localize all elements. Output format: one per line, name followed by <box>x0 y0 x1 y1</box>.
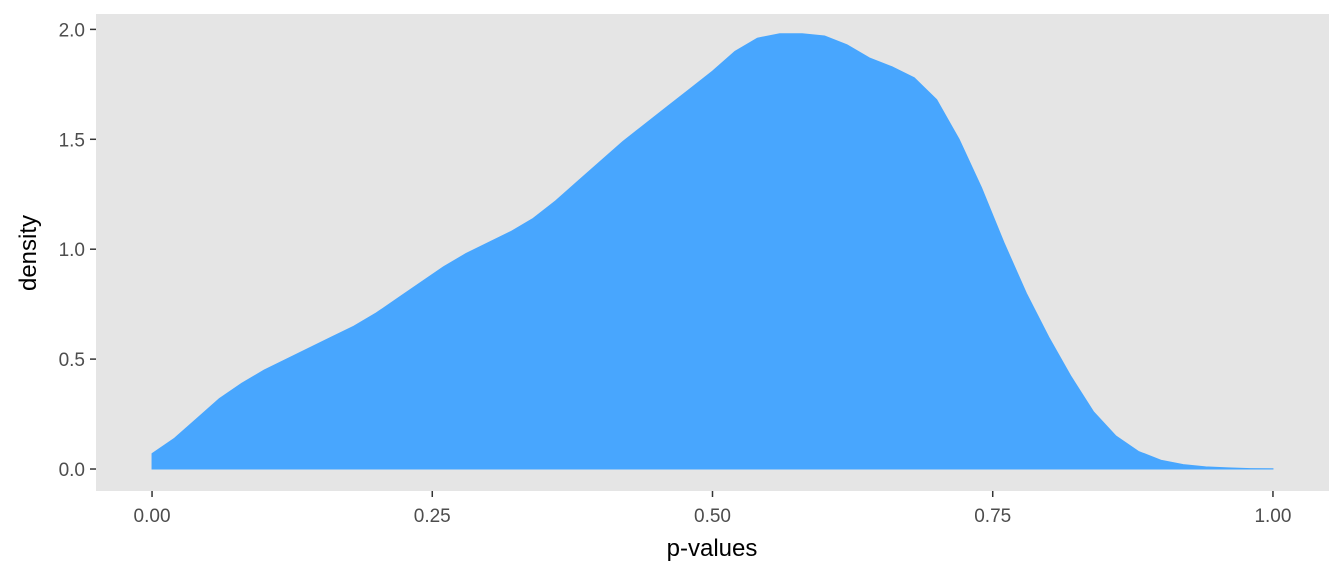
x-tick-label: 0.00 <box>134 506 171 527</box>
y-tick-label: 0.5 <box>59 350 85 371</box>
x-axis-title: p-values <box>667 535 758 562</box>
density-area-group <box>151 33 1274 470</box>
y-tick-label: 0.0 <box>59 460 85 481</box>
density-area-0 <box>151 33 1274 470</box>
y-tick-label: 1.0 <box>59 240 85 261</box>
x-tick-label: 0.25 <box>414 506 451 527</box>
y-tick-label: 1.5 <box>59 130 85 151</box>
x-tick-label: 0.50 <box>694 506 731 527</box>
y-tick-label: 2.0 <box>59 20 85 41</box>
x-tick-label: 1.00 <box>1254 506 1291 527</box>
x-axis: 0.00 0.25 0.50 0.75 1.00 <box>134 491 1291 527</box>
y-axis-title: density <box>15 215 42 291</box>
x-tick-label: 0.75 <box>974 506 1011 527</box>
y-axis: 0.0 0.5 1.0 1.5 2.0 <box>59 20 96 481</box>
